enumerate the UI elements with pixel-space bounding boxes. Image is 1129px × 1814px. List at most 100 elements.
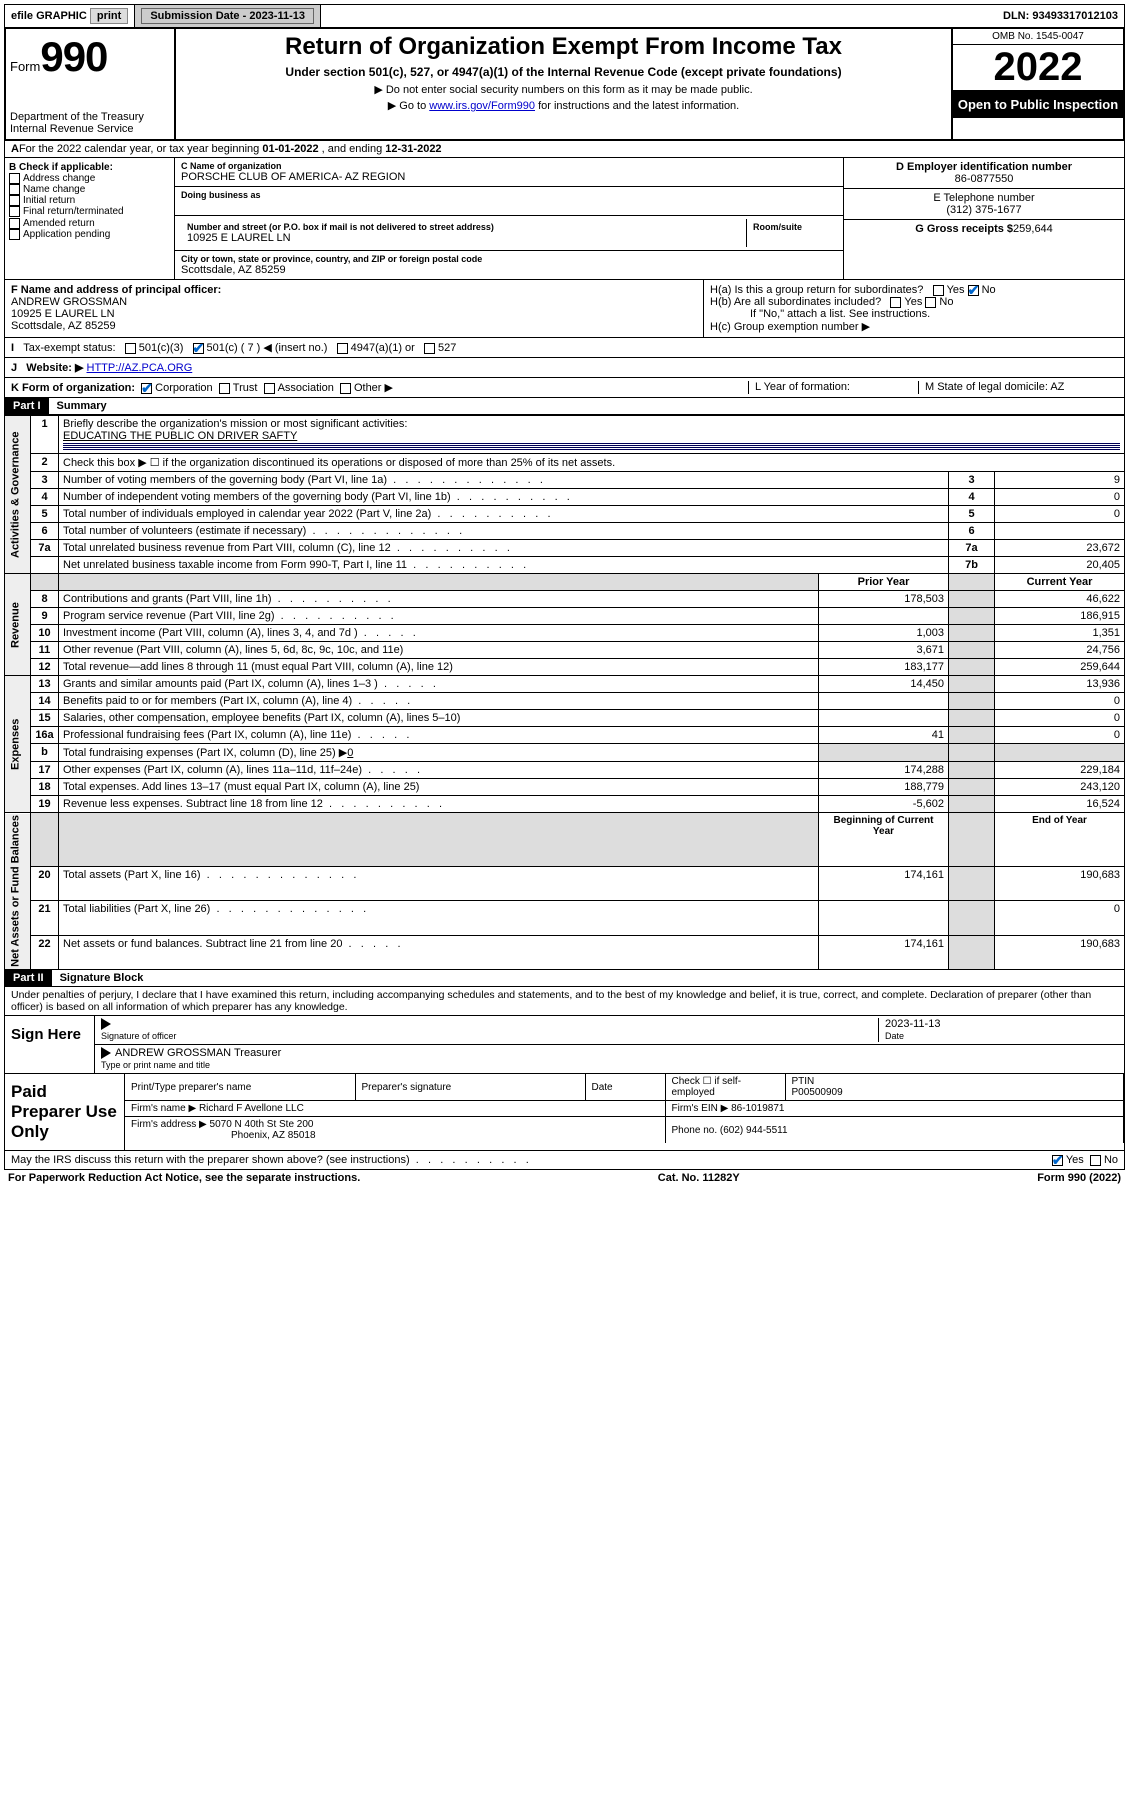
chk-4947[interactable]	[337, 343, 348, 354]
hdr-begcy: Beginning of Current Year	[819, 813, 949, 867]
subtitle-1: Under section 501(c), 527, or 4947(a)(1)…	[180, 65, 947, 79]
sign-here-block: Sign Here Signature of officer 2023-11-1…	[4, 1016, 1125, 1074]
chk-address-change[interactable]	[9, 173, 20, 184]
officer-addr2: Scottsdale, AZ 85259	[11, 320, 116, 332]
submission-date: Submission Date - 2023-11-13	[135, 5, 321, 27]
officer-name: ANDREW GROSSMAN	[11, 296, 127, 308]
chk-other[interactable]	[340, 383, 351, 394]
sign-here-label: Sign Here	[5, 1016, 95, 1073]
footer-right: Form 990 (2022)	[1037, 1172, 1121, 1184]
val-6	[995, 523, 1125, 540]
officer-name-title: ANDREW GROSSMAN Treasurer	[115, 1047, 281, 1059]
firm-phone: (602) 944-5511	[720, 1125, 788, 1136]
efile-topbar: efile GRAPHIC print Submission Date - 20…	[4, 4, 1125, 28]
col-DE: D Employer identification number 86-0877…	[844, 158, 1124, 279]
line-KLM: K Form of organization: Corporation Trus…	[4, 378, 1125, 398]
return-title: Return of Organization Exempt From Incom…	[180, 33, 947, 61]
chk-hb-yes[interactable]	[890, 297, 901, 308]
chk-527[interactable]	[424, 343, 435, 354]
chk-discuss-yes[interactable]	[1052, 1155, 1063, 1166]
val-7b: 20,405	[995, 557, 1125, 574]
city-state-zip: Scottsdale, AZ 85259	[181, 264, 837, 276]
print-button[interactable]: print	[90, 8, 128, 24]
l1-label: Briefly describe the organization's miss…	[63, 418, 407, 430]
footer-left: For Paperwork Reduction Act Notice, see …	[8, 1172, 360, 1184]
chk-initial-return[interactable]	[9, 195, 20, 206]
chk-name-change[interactable]	[9, 184, 20, 195]
col-B: B Check if applicable: Address change Na…	[5, 158, 175, 279]
chk-trust[interactable]	[219, 383, 230, 394]
line-A: AFor the 2022 calendar year, or tax year…	[4, 141, 1125, 158]
street-address: 10925 E LAUREL LN	[187, 232, 740, 244]
gross-receipts-value: 259,644	[1013, 223, 1053, 235]
state-domicile: M State of legal domicile: AZ	[918, 381, 1118, 394]
line-J: J Website: ▶ HTTP://AZ.PCA.ORG	[4, 358, 1125, 378]
gross-receipts-label: G Gross receipts $	[915, 223, 1013, 235]
val-4: 0	[995, 489, 1125, 506]
chk-ha-no[interactable]	[968, 285, 979, 296]
self-employed-col: Check ☐ if self-employed	[665, 1074, 785, 1101]
irs-link[interactable]: www.irs.gov/Form990	[429, 100, 535, 112]
form-header: Form990 Department of the Treasury Inter…	[4, 28, 1125, 141]
preparer-sig-col: Preparer's signature	[355, 1074, 585, 1101]
col-F: F Name and address of principal officer:…	[5, 280, 704, 337]
paid-preparer-block: Paid Preparer Use Only Print/Type prepar…	[4, 1074, 1125, 1151]
org-name: PORSCHE CLUB OF AMERICA- AZ REGION	[181, 171, 837, 183]
val-5: 0	[995, 506, 1125, 523]
irs-label: Internal Revenue Service	[10, 123, 170, 135]
ptin-value: P00500909	[792, 1087, 843, 1098]
firm-name: Richard F Avellone LLC	[199, 1103, 304, 1114]
chk-amended-return[interactable]	[9, 218, 20, 229]
sidelabel-revenue: Revenue	[5, 574, 31, 676]
summary-table: Activities & Governance 1 Briefly descri…	[4, 415, 1125, 970]
chk-assoc[interactable]	[264, 383, 275, 394]
sig-date: 2023-11-13	[885, 1018, 940, 1030]
section-BCDE: B Check if applicable: Address change Na…	[4, 158, 1125, 280]
chk-501c3[interactable]	[125, 343, 136, 354]
dept-treasury: Department of the Treasury	[10, 111, 170, 123]
officer-addr1: 10925 E LAUREL LN	[11, 308, 115, 320]
efile-label: efile GRAPHIC print	[5, 5, 135, 27]
city-label: City or town, state or province, country…	[181, 254, 837, 264]
arrow-icon	[101, 1047, 111, 1059]
subtitle-2: ▶ Do not enter social security numbers o…	[180, 83, 947, 96]
val-3: 9	[995, 472, 1125, 489]
line-I: I Tax-exempt status: 501(c)(3) 501(c) ( …	[4, 338, 1125, 358]
page-footer: For Paperwork Reduction Act Notice, see …	[4, 1170, 1125, 1186]
chk-application-pending[interactable]	[9, 229, 20, 240]
val-7a: 23,672	[995, 540, 1125, 557]
hdr-current: Current Year	[995, 574, 1125, 591]
chk-501c[interactable]	[193, 343, 204, 354]
col-C: C Name of organization PORSCHE CLUB OF A…	[175, 158, 844, 279]
subtitle-3: ▶ Go to www.irs.gov/Form990 for instruct…	[180, 99, 947, 112]
form-number: 990	[40, 33, 107, 80]
jurat: Under penalties of perjury, I declare th…	[4, 987, 1125, 1016]
firm-ein: 86-1019871	[731, 1103, 784, 1114]
org-name-label: C Name of organization	[181, 161, 837, 171]
open-to-public: Open to Public Inspection	[953, 91, 1123, 118]
preparer-date-col: Date	[585, 1074, 665, 1101]
dba-label: Doing business as	[181, 190, 837, 200]
omb-number: OMB No. 1545-0047	[953, 29, 1123, 45]
hc-label: H(c) Group exemption number ▶	[710, 320, 1118, 333]
chk-ha-yes[interactable]	[933, 285, 944, 296]
part1-header: Part ISummary	[4, 398, 1125, 415]
website-link[interactable]: HTTP://AZ.PCA.ORG	[87, 362, 193, 374]
dln: DLN: 93493317012103	[997, 5, 1124, 27]
paid-preparer-label: Paid Preparer Use Only	[5, 1074, 125, 1150]
chk-discuss-no[interactable]	[1090, 1155, 1101, 1166]
l2: Check this box ▶ ☐ if the organization d…	[59, 454, 1125, 472]
tax-year: 2022	[953, 45, 1123, 91]
part2-header: Part IISignature Block	[4, 970, 1125, 987]
ein-value: 86-0877550	[850, 173, 1118, 185]
chk-final-return[interactable]	[9, 206, 20, 217]
l1-value: EDUCATING THE PUBLIC ON DRIVER SAFTY	[63, 430, 297, 442]
discuss-line: May the IRS discuss this return with the…	[4, 1151, 1125, 1170]
phone-label: E Telephone number	[850, 192, 1118, 204]
sidelabel-expenses: Expenses	[5, 676, 31, 813]
section-FH: F Name and address of principal officer:…	[4, 280, 1125, 338]
phone-value: (312) 375-1677	[850, 204, 1118, 216]
chk-hb-no[interactable]	[925, 297, 936, 308]
sidelabel-activities: Activities & Governance	[5, 416, 31, 574]
chk-corp[interactable]	[141, 383, 152, 394]
